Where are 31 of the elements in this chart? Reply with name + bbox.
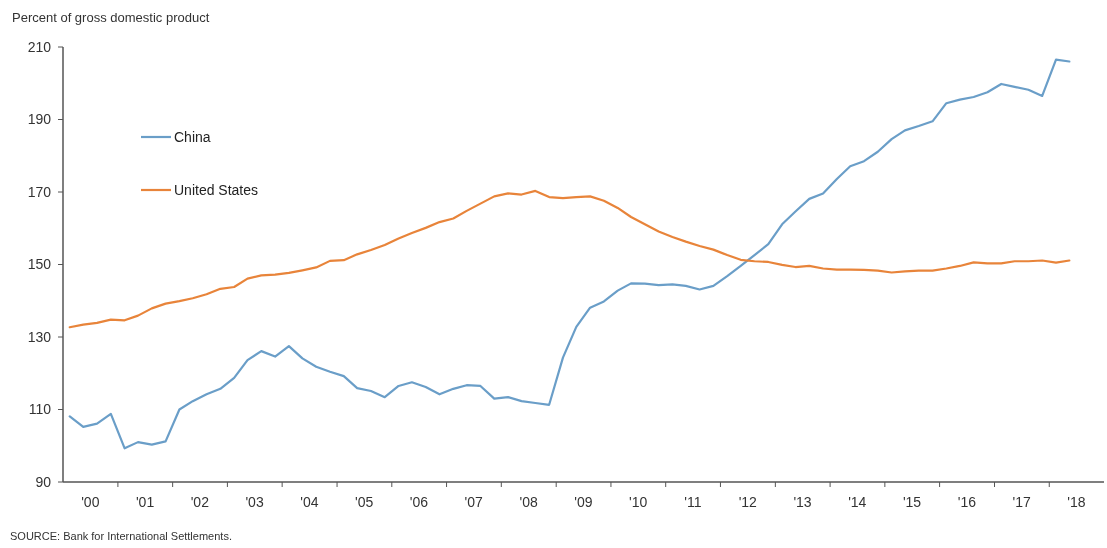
y-tick-label: 150 bbox=[27, 256, 52, 273]
source-note: SOURCE: Bank for International Settlements. bbox=[10, 530, 232, 542]
y-tick-label: 110 bbox=[28, 401, 52, 418]
x-tick-label: '02 bbox=[190, 494, 210, 510]
x-tick-label: '11 bbox=[684, 494, 702, 510]
x-tick-label: '10 bbox=[628, 494, 648, 510]
legend-label: United States bbox=[174, 181, 259, 198]
x-tick-label: '14 bbox=[848, 494, 867, 510]
x-tick-label: '05 bbox=[355, 494, 374, 510]
x-tick-label: '04 bbox=[300, 494, 319, 510]
x-tick-label: '18 bbox=[1067, 494, 1086, 510]
x-tick-label: '00 bbox=[81, 494, 100, 510]
x-tick-label: '06 bbox=[409, 494, 429, 510]
y-tick-label: 90 bbox=[35, 473, 52, 490]
x-tick-label: '07 bbox=[464, 494, 484, 510]
y-tick-label: 190 bbox=[27, 111, 52, 128]
x-tick-label: '08 bbox=[519, 494, 538, 510]
line-series bbox=[68, 58, 1071, 450]
x-tick-label: '12 bbox=[738, 494, 758, 510]
x-tick-label: '17 bbox=[1012, 494, 1031, 510]
legend-label: China bbox=[174, 128, 211, 145]
x-tick-label: '01 bbox=[135, 494, 155, 510]
y-tick-label: 210 bbox=[27, 38, 52, 55]
y-axis-title: Percent of gross domestic product bbox=[12, 10, 210, 25]
y-tick-label: 170 bbox=[27, 183, 52, 200]
x-tick-label: '15 bbox=[902, 494, 922, 510]
x-tick-label: '09 bbox=[574, 494, 593, 510]
x-tick-label: '13 bbox=[793, 494, 812, 510]
x-tick-label: '16 bbox=[957, 494, 977, 510]
y-tick-label: 130 bbox=[27, 328, 52, 345]
x-tick-label: '03 bbox=[245, 494, 264, 510]
